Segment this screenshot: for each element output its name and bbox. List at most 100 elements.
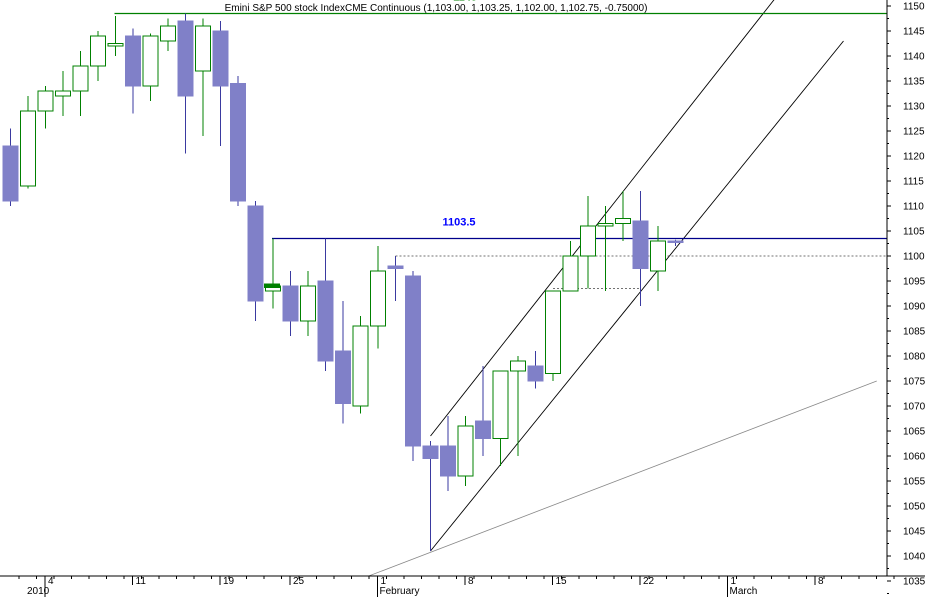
candle-body (387, 265, 404, 269)
candle (177, 13, 194, 154)
candle-body (405, 275, 421, 447)
candle-body (177, 20, 194, 97)
candle (667, 239, 684, 246)
y-tick-label: 1105 (903, 227, 925, 238)
candle (597, 206, 614, 291)
candle (90, 31, 106, 81)
candle-body (317, 280, 334, 362)
y-tick-label: 1035 (903, 577, 925, 588)
candle (457, 416, 474, 486)
month-label: March (730, 586, 758, 597)
chart-title: Emini S&P 500 stock IndexCME Continuous … (225, 3, 648, 14)
plot-clip-group: 1148 1103.5 (2, 0, 887, 576)
candle (545, 290, 561, 381)
candle-body (72, 65, 89, 92)
y-tick-label: 1060 (903, 452, 925, 463)
candle-body (527, 365, 544, 382)
candle (125, 28, 141, 114)
candle-body (440, 445, 456, 477)
y-tick-label: 1055 (903, 477, 925, 488)
candle (335, 301, 351, 424)
candle-body (422, 445, 439, 459)
candle (650, 226, 666, 291)
candle-body (562, 255, 579, 292)
candle (195, 18, 211, 136)
candle-body (195, 25, 211, 72)
x-tick-label: 15 (556, 576, 568, 587)
y-tick-label: 1100 (903, 252, 925, 263)
candle (107, 16, 124, 56)
x-tick-label: 11 (136, 576, 147, 587)
y-tick-label: 1140 (903, 52, 925, 63)
candle (265, 238, 281, 309)
y-tick-label: 1115 (903, 177, 924, 188)
candle-body (650, 240, 666, 272)
y-tick-label: 1135 (903, 77, 925, 88)
candle (55, 71, 71, 116)
candle-body (55, 90, 71, 97)
candle-body (212, 30, 229, 87)
candle (492, 370, 509, 466)
candle (510, 356, 526, 456)
candle (370, 246, 386, 349)
candle (282, 271, 299, 336)
candle (440, 416, 456, 491)
candle (405, 271, 421, 461)
candle (2, 128, 19, 206)
month-label: 2010 (27, 586, 50, 597)
candle (72, 51, 89, 116)
candle-body (615, 218, 631, 224)
candle-body (282, 285, 299, 322)
candle-body (667, 240, 684, 243)
level-annotation: 1148 (453, 0, 477, 4)
x-tick-label: 1 (731, 576, 737, 587)
candle-body (352, 325, 369, 407)
x-tick-label: 1 (381, 576, 387, 587)
candle-body (37, 90, 54, 112)
x-tick-label: 8 (818, 576, 824, 587)
trendline (430, 40, 844, 552)
candle-body (457, 425, 474, 477)
candle-body (90, 35, 106, 67)
y-tick-label: 1065 (903, 427, 925, 438)
candle (615, 191, 631, 241)
candle-body (580, 225, 596, 257)
candle-body (597, 223, 614, 227)
candle-body (125, 35, 141, 87)
candle-body (545, 290, 561, 374)
candle-body (160, 25, 176, 42)
x-tick-label: 25 (293, 576, 305, 587)
candle (300, 271, 316, 336)
y-tick-label: 1085 (903, 327, 925, 338)
candle (352, 316, 369, 414)
candle (247, 201, 264, 321)
candle (387, 256, 404, 301)
y-tick-label: 1040 (903, 552, 925, 563)
candle (20, 96, 36, 189)
candle (317, 238, 334, 371)
candle (475, 366, 491, 456)
candle (212, 21, 229, 146)
x-tick-label: 8 (468, 576, 474, 587)
y-tick-label: 1080 (903, 352, 925, 363)
candle (142, 33, 159, 101)
candle-body (300, 285, 316, 322)
y-tick-label: 1090 (903, 302, 925, 313)
candle-body (335, 350, 351, 404)
candle-body (475, 420, 491, 439)
candle-body (107, 43, 124, 47)
candle-body (632, 220, 649, 269)
candle-body (492, 370, 509, 439)
y-tick-label: 1120 (903, 152, 925, 163)
y-tick-label: 1110 (903, 202, 924, 213)
x-tick-label: 4 (48, 576, 54, 587)
y-tick-label: 1150 (903, 2, 925, 13)
trendline (430, 0, 775, 437)
y-tick-label: 1130 (903, 102, 925, 113)
candle-body (142, 35, 159, 87)
candle (160, 18, 176, 51)
x-tick-label: 22 (643, 576, 655, 587)
trendline (367, 380, 877, 576)
